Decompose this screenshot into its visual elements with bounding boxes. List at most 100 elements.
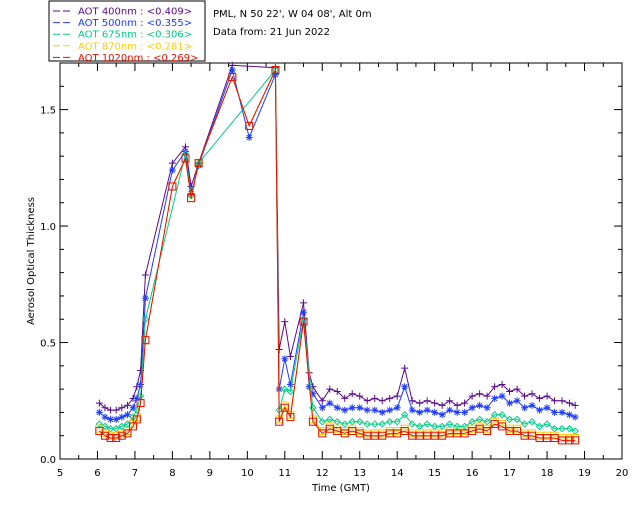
series-3 bbox=[95, 65, 580, 443]
data-point bbox=[416, 399, 424, 407]
legend-label: AOT 400nm : <0.409> bbox=[78, 7, 192, 18]
data-point bbox=[416, 408, 424, 416]
data-point bbox=[333, 404, 341, 412]
data-point bbox=[371, 420, 379, 428]
data-point bbox=[431, 408, 439, 416]
series-group bbox=[95, 61, 580, 445]
data-point bbox=[363, 397, 371, 405]
data-point bbox=[498, 392, 506, 400]
data-point bbox=[281, 385, 289, 393]
data-point bbox=[129, 404, 137, 412]
data-point bbox=[348, 390, 356, 398]
series-2 bbox=[95, 66, 579, 435]
data-point bbox=[133, 383, 141, 391]
data-point bbox=[543, 420, 551, 428]
data-point bbox=[385, 418, 394, 426]
data-point bbox=[423, 397, 431, 405]
data-point bbox=[136, 399, 145, 408]
data-point bbox=[281, 355, 289, 363]
data-point bbox=[181, 154, 190, 163]
data-point bbox=[513, 415, 521, 424]
data-point bbox=[453, 408, 461, 416]
x-tick-label: 8 bbox=[169, 468, 175, 479]
data-point bbox=[528, 418, 536, 426]
data-point bbox=[118, 413, 126, 421]
data-point bbox=[565, 425, 574, 433]
data-point bbox=[401, 364, 409, 372]
data-point bbox=[408, 406, 416, 414]
data-point bbox=[117, 431, 126, 440]
x-tick-label: 13 bbox=[353, 468, 366, 479]
x-tick-label: 17 bbox=[503, 468, 516, 479]
data-point bbox=[378, 408, 386, 416]
data-point bbox=[141, 294, 149, 302]
x-tick-label: 15 bbox=[428, 468, 441, 479]
data-point bbox=[528, 401, 536, 409]
data-point bbox=[521, 392, 529, 400]
data-point bbox=[423, 406, 431, 414]
legend-box bbox=[48, 0, 206, 62]
data-point bbox=[468, 392, 476, 400]
data-point bbox=[356, 418, 364, 426]
data-point bbox=[318, 418, 326, 426]
data-point bbox=[309, 390, 317, 398]
data-point bbox=[132, 415, 141, 424]
data-point bbox=[571, 436, 580, 445]
data-point bbox=[506, 399, 514, 407]
x-tick-label: 5 bbox=[57, 468, 63, 479]
data-point bbox=[363, 420, 371, 428]
data-point bbox=[168, 182, 177, 191]
series-4 bbox=[95, 65, 580, 445]
x-tick-label: 11 bbox=[278, 468, 291, 479]
data-point bbox=[286, 387, 295, 396]
x-tick-label: 10 bbox=[241, 468, 254, 479]
data-point bbox=[461, 408, 469, 416]
data-point bbox=[245, 121, 254, 130]
data-point bbox=[300, 299, 308, 307]
data-point bbox=[476, 390, 484, 398]
data-point bbox=[371, 406, 379, 414]
data-point bbox=[536, 406, 544, 414]
data-point bbox=[95, 408, 103, 416]
data-point bbox=[309, 404, 317, 412]
data-point bbox=[271, 65, 280, 74]
data-point bbox=[356, 404, 364, 412]
data-point bbox=[106, 434, 115, 443]
data-point bbox=[228, 72, 237, 81]
series-line bbox=[98, 64, 576, 411]
data-point bbox=[168, 166, 176, 174]
legend-label: AOT 675nm : <0.306> bbox=[78, 30, 192, 41]
data-point bbox=[318, 429, 327, 438]
data-point bbox=[483, 427, 492, 436]
data-point bbox=[378, 420, 386, 428]
legend-label: AOT 870nm : <0.281> bbox=[78, 41, 192, 52]
data-point bbox=[286, 380, 294, 388]
data-point bbox=[498, 380, 506, 388]
data-point bbox=[141, 315, 150, 323]
data-point bbox=[513, 427, 522, 436]
data-point bbox=[101, 404, 109, 412]
data-point bbox=[318, 397, 326, 405]
data-point bbox=[571, 413, 579, 421]
data-point bbox=[513, 397, 521, 405]
data-point bbox=[286, 413, 295, 422]
data-point bbox=[280, 403, 289, 412]
data-point bbox=[371, 394, 379, 402]
data-point bbox=[566, 411, 574, 419]
series-line bbox=[98, 69, 576, 439]
y-tick-label: 1.0 bbox=[40, 222, 56, 233]
data-point bbox=[498, 411, 506, 419]
series-0 bbox=[95, 61, 579, 414]
x-tick-label: 16 bbox=[466, 468, 479, 479]
data-point bbox=[141, 271, 149, 279]
data-point bbox=[401, 383, 409, 391]
data-point bbox=[521, 404, 529, 412]
data-point bbox=[300, 308, 308, 316]
axis-ticks: 5 6 7 8 9 10 11 12 13 14 15 16 17 18 19 20 0.0 0.5 1.0 1.5 bbox=[40, 63, 628, 479]
x-tick-label: 20 bbox=[616, 468, 629, 479]
data-point bbox=[393, 392, 401, 400]
data-point bbox=[245, 134, 253, 142]
data-point bbox=[386, 406, 394, 414]
x-tick-label: 19 bbox=[578, 468, 591, 479]
data-point bbox=[123, 429, 132, 438]
